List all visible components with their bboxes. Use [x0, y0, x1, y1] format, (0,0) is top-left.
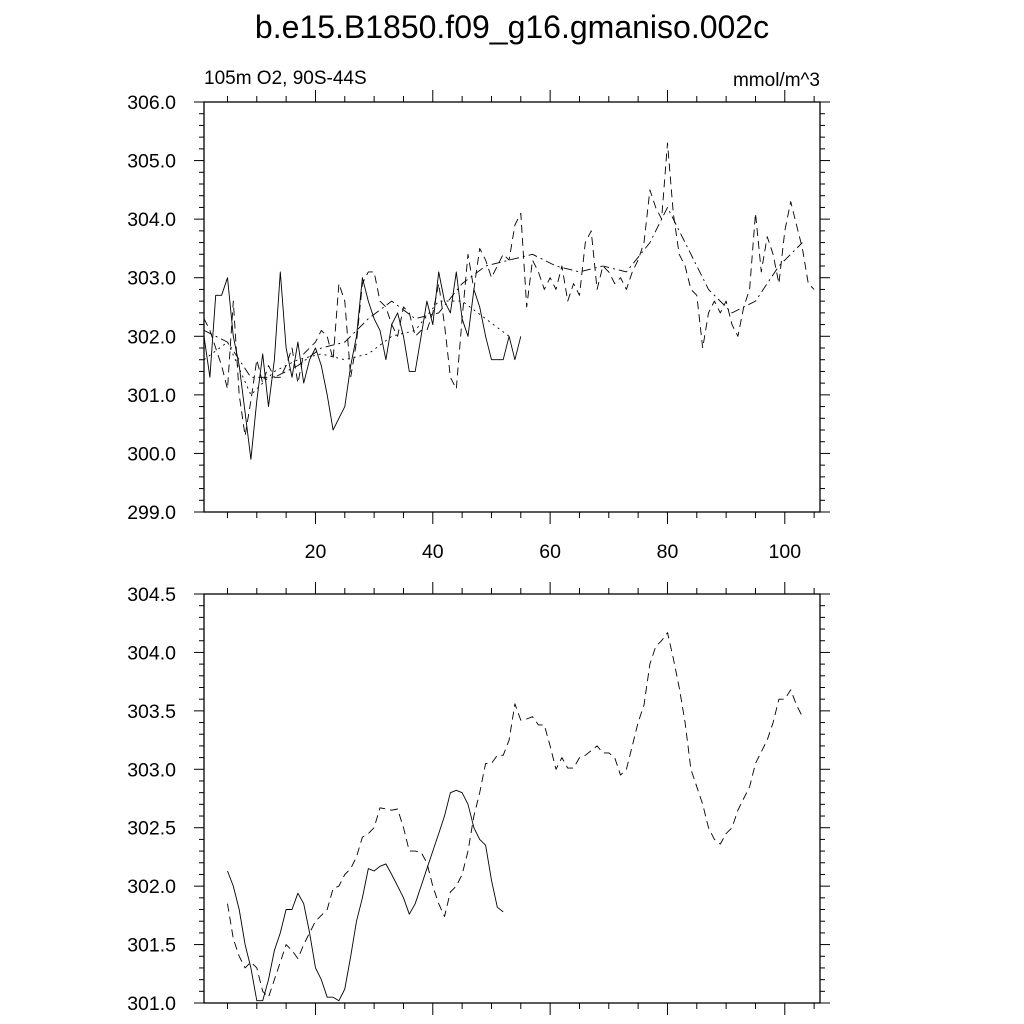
y-tick-label: 302.0 — [127, 876, 176, 898]
y-tick-label: 301.0 — [127, 993, 176, 1015]
series-line-solid — [203, 271, 522, 460]
y-tick-label: 301.0 — [127, 385, 176, 407]
y-tick-label: 300.0 — [127, 443, 176, 465]
y-tick-label: 301.5 — [127, 935, 176, 957]
plot-frame — [203, 593, 821, 1004]
series-line-solid — [227, 789, 504, 1002]
panel1-left-label: 105m O2, 90S-44S — [204, 68, 367, 89]
x-tick-label: 40 — [422, 541, 444, 563]
figure-title: b.e15.B1850.f09_g16.gmaniso.002c — [255, 9, 769, 45]
series-line-dashed — [227, 632, 803, 998]
y-tick-label: 303.5 — [127, 701, 176, 723]
x-tick-label: 80 — [657, 541, 679, 563]
y-tick-label: 306.0 — [127, 92, 176, 114]
series-line-dash-dot — [203, 206, 803, 378]
plot-frame — [203, 101, 821, 513]
y-tick-label: 304.0 — [127, 642, 176, 664]
panel1-right-label: mmol/m^3 — [733, 70, 820, 91]
y-tick-label: 302.0 — [127, 326, 176, 348]
panel-bottom: 301.0 301.5 302.0 302.5 303.0 303.5 304.0 304.5 — [127, 582, 830, 1015]
y-tick-label: 299.0 — [127, 502, 176, 524]
y-tick-label: 304.5 — [127, 584, 176, 606]
series-line-dotted — [203, 300, 510, 396]
panel-top: 20 40 60 80 100 299.0 300.0 301.0 302.0 303.0 304.… — [127, 90, 830, 563]
series-line-dashed — [203, 142, 815, 437]
y-tick-label: 303.0 — [127, 268, 176, 290]
x-tick-label: 60 — [539, 541, 561, 563]
y-tick-label: 304.0 — [127, 209, 176, 231]
y-tick-label: 302.5 — [127, 818, 176, 840]
y-tick-label: 305.0 — [127, 151, 176, 173]
x-tick-label: 100 — [769, 541, 802, 563]
y-tick-label: 303.0 — [127, 759, 176, 781]
x-tick-label: 20 — [305, 541, 327, 563]
